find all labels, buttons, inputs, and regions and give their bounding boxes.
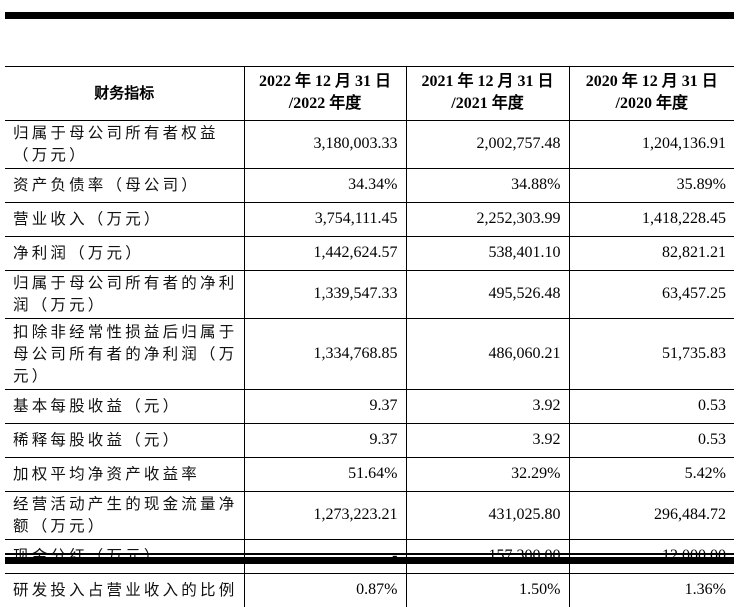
- header-date-line: 2021 年 12 月 31 日: [421, 73, 554, 90]
- value-2021: 2,002,757.48: [405, 119, 570, 169]
- row-label: 现金分红（万元）: [5, 538, 245, 574]
- value-2021: 431,025.80: [405, 490, 570, 540]
- column-header-2021: 2021 年 12 月 31 日 /2021 年度: [405, 65, 570, 121]
- value-2020: 12,000.00: [568, 538, 734, 574]
- header-label: 财务指标: [94, 84, 155, 102]
- header-year-line: /2020 年度: [615, 95, 688, 112]
- value-2022: 9.37: [243, 422, 407, 458]
- value-2022: 1,442,624.57: [243, 235, 407, 271]
- row-label: 净利润（万元）: [5, 235, 245, 271]
- header-date-line: 2020 年 12 月 31 日: [585, 73, 718, 90]
- value-2020: 5.42%: [568, 456, 734, 492]
- column-header-2020: 2020 年 12 月 31 日 /2020 年度: [568, 65, 734, 121]
- row-label: 加权平均净资产收益率: [5, 456, 245, 492]
- value-2022: 34.34%: [243, 167, 407, 203]
- value-2021: 3.92: [405, 422, 570, 458]
- value-2020: 0.53: [568, 388, 734, 424]
- table-row: 归属于母公司所有者的净利润（万元） 1,339,547.33 495,526.4…: [5, 269, 734, 319]
- value-2020: 82,821.21: [568, 235, 734, 271]
- table-row: 研发投入占营业收入的比例 0.87% 1.50% 1.36%: [5, 572, 734, 607]
- value-2020: 296,484.72: [568, 490, 734, 540]
- value-2020: 1,418,228.45: [568, 201, 734, 237]
- row-label: 资产负债率（母公司）: [5, 167, 245, 203]
- table-row: 经营活动产生的现金流量净额（万元） 1,273,223.21 431,025.8…: [5, 490, 734, 540]
- value-2021: 157,300.00: [405, 538, 570, 574]
- value-2020: 63,457.25: [568, 269, 734, 319]
- value-2022: 3,754,111.45: [243, 201, 407, 237]
- value-2020: 51,735.83: [568, 317, 734, 390]
- value-2021: 32.29%: [405, 456, 570, 492]
- value-2021: 2,252,303.99: [405, 201, 570, 237]
- column-header-2022: 2022 年 12 月 31 日 /2022 年度: [243, 65, 407, 121]
- row-label: 基本每股收益（元）: [5, 388, 245, 424]
- value-2021: 495,526.48: [405, 269, 570, 319]
- row-label: 研发投入占营业收入的比例: [5, 572, 245, 607]
- value-2021: 3.92: [405, 388, 570, 424]
- value-2022: 1,334,768.85: [243, 317, 407, 390]
- value-2020: 35.89%: [568, 167, 734, 203]
- table-row: 资产负债率（母公司） 34.34% 34.88% 35.89%: [5, 167, 734, 203]
- value-2022: 3,180,003.33: [243, 119, 407, 169]
- table-row: 加权平均净资产收益率 51.64% 32.29% 5.42%: [5, 456, 734, 492]
- value-2020: 1.36%: [568, 572, 734, 607]
- row-label: 扣除非经常性损益后归属于母公司所有者的净利润（万元）: [5, 317, 245, 390]
- value-2022: 0.87%: [243, 572, 407, 607]
- table-bottom-rule-thin: [5, 553, 734, 555]
- value-2022: 1,273,223.21: [243, 490, 407, 540]
- table-row: 稀释每股收益（元） 9.37 3.92 0.53: [5, 422, 734, 458]
- table-top-rule: [5, 12, 734, 19]
- table-row: 营业收入（万元） 3,754,111.45 2,252,303.99 1,418…: [5, 201, 734, 237]
- top-rule-spacer: [5, 12, 734, 66]
- table-row: 基本每股收益（元） 9.37 3.92 0.53: [5, 388, 734, 424]
- value-2022: 1,339,547.33: [243, 269, 407, 319]
- table-row: 扣除非经常性损益后归属于母公司所有者的净利润（万元） 1,334,768.85 …: [5, 317, 734, 390]
- header-year-line: /2021 年度: [451, 95, 524, 112]
- value-2020: 0.53: [568, 422, 734, 458]
- value-2022: -: [243, 538, 407, 574]
- value-2021: 486,060.21: [405, 317, 570, 390]
- header-date-line: 2022 年 12 月 31 日: [258, 73, 391, 90]
- value-2021: 34.88%: [405, 167, 570, 203]
- row-label: 稀释每股收益（元）: [5, 422, 245, 458]
- value-2021: 1.50%: [405, 572, 570, 607]
- row-label: 经营活动产生的现金流量净额（万元）: [5, 490, 245, 540]
- table-row: 净利润（万元） 1,442,624.57 538,401.10 82,821.2…: [5, 235, 734, 271]
- financial-indicators-table: 财务指标 2022 年 12 月 31 日 /2022 年度 2021 年 12…: [5, 12, 734, 607]
- value-2022: 51.64%: [243, 456, 407, 492]
- header-year-line: /2022 年度: [288, 95, 362, 112]
- row-label: 归属于母公司所有者权益（万元）: [5, 119, 245, 169]
- row-label: 归属于母公司所有者的净利润（万元）: [5, 269, 245, 319]
- row-label: 营业收入（万元）: [5, 201, 245, 237]
- table-row: 归属于母公司所有者权益（万元） 3,180,003.33 2,002,757.4…: [5, 119, 734, 169]
- table-bottom-rule-thick: [5, 557, 734, 564]
- value-2021: 538,401.10: [405, 235, 570, 271]
- column-header-indicator: 财务指标: [5, 65, 245, 121]
- table-row: 现金分红（万元） - 157,300.00 12,000.00: [5, 538, 734, 574]
- value-2022: 9.37: [243, 388, 407, 424]
- value-2020: 1,204,136.91: [568, 119, 734, 169]
- header-row: 财务指标 2022 年 12 月 31 日 /2022 年度 2021 年 12…: [5, 65, 734, 121]
